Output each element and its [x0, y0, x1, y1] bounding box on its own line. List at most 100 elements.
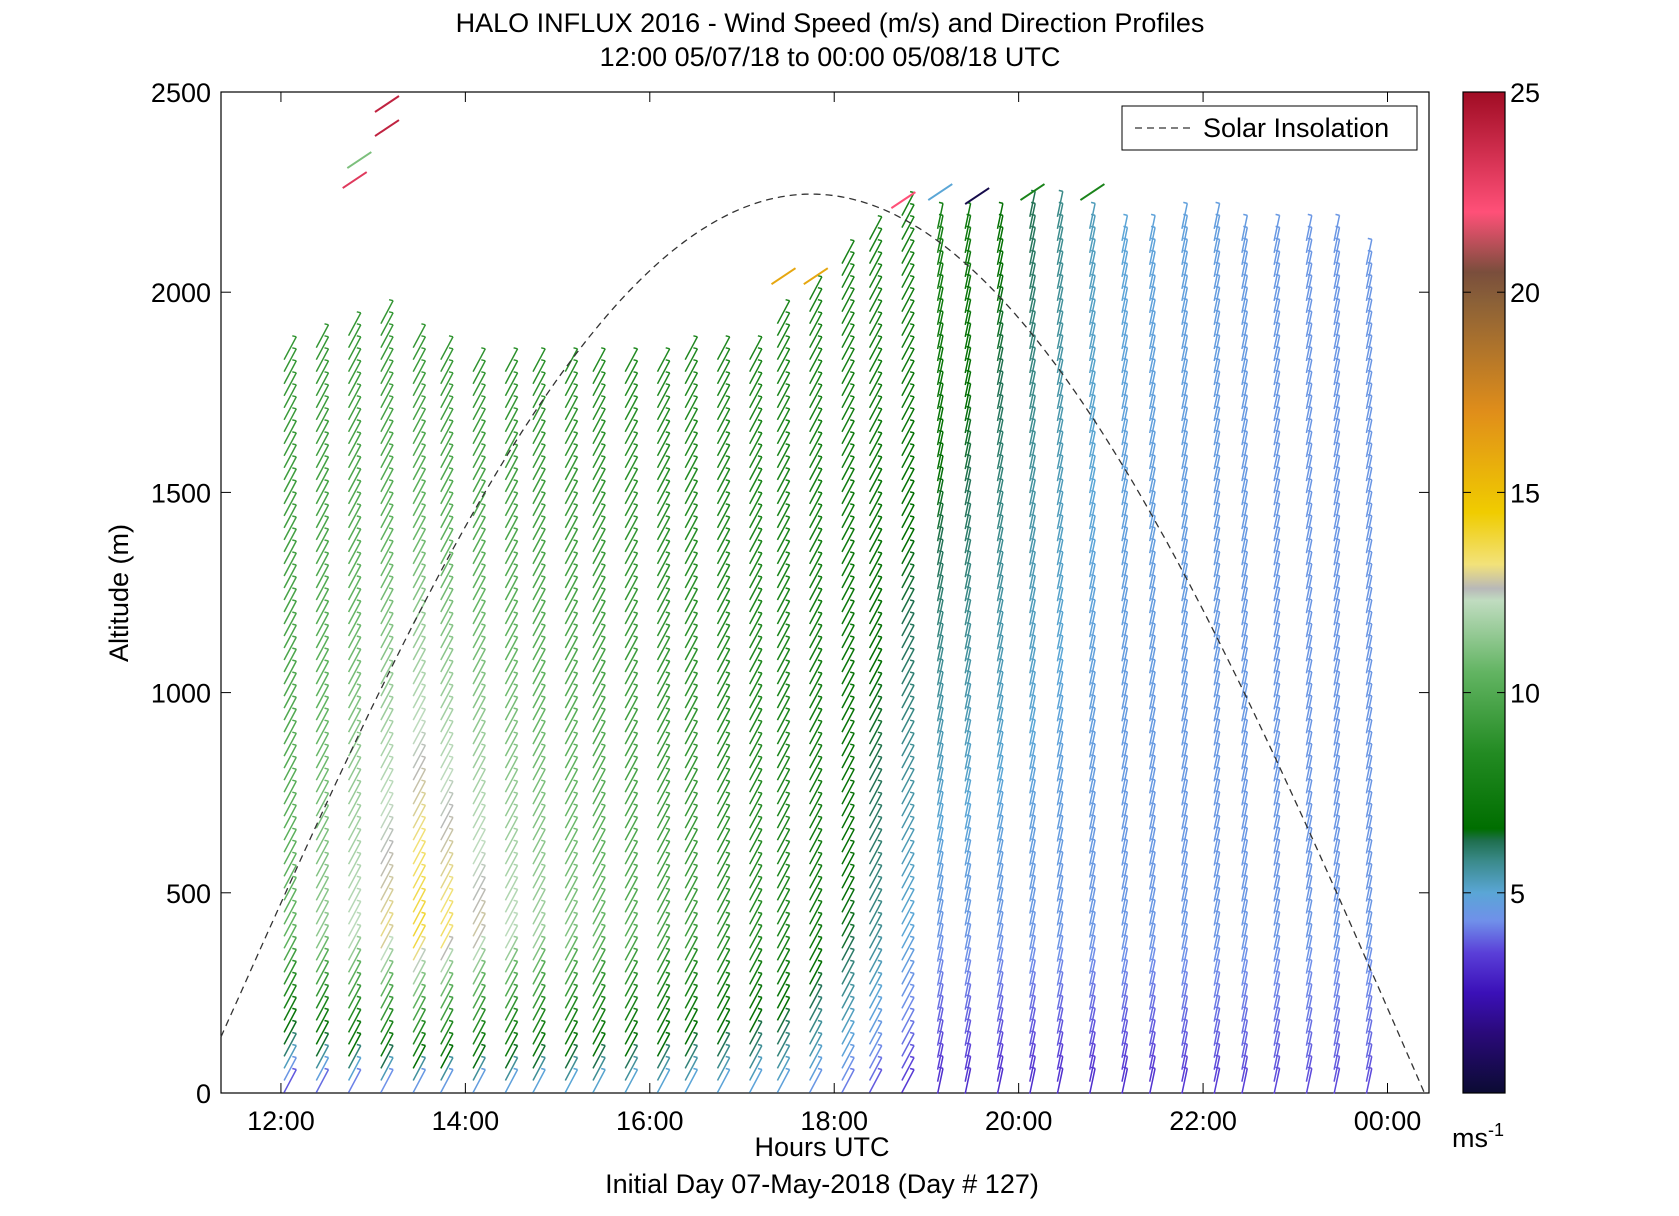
- wind-barb: [1333, 935, 1341, 962]
- wind-barb: [1121, 815, 1129, 842]
- wind-barb: [504, 852, 519, 877]
- wind-barb-flag: [513, 671, 518, 674]
- wind-barb: [624, 600, 639, 625]
- wind-barb-flag: [513, 491, 518, 494]
- wind-barb: [656, 672, 671, 697]
- wind-barb: [1088, 251, 1096, 278]
- wind-barb: [440, 1009, 454, 1033]
- wind-barb-flag: [448, 1055, 454, 1059]
- wind-barb: [1213, 251, 1221, 278]
- wind-barb: [1029, 599, 1036, 626]
- wind-barb: [1121, 527, 1129, 554]
- wind-barb-flag: [573, 671, 578, 674]
- wind-barb-flag: [757, 467, 763, 470]
- wind-barb: [504, 612, 519, 637]
- wind-barb-flag: [725, 671, 730, 674]
- wind-barb: [1241, 899, 1249, 926]
- wind-barb: [624, 504, 639, 529]
- wind-barb: [592, 528, 606, 553]
- wind-barb: [964, 287, 972, 314]
- wind-barb: [347, 432, 362, 457]
- wind-barb: [656, 913, 671, 937]
- wind-barb-flag: [292, 971, 297, 975]
- wind-barb: [901, 408, 915, 433]
- wind-barb: [1213, 287, 1221, 314]
- wind-barb: [1273, 263, 1281, 290]
- wind-barb: [1029, 887, 1036, 914]
- wind-barb: [1029, 779, 1036, 806]
- wind-barb: [1305, 815, 1313, 842]
- wind-barb: [504, 684, 519, 709]
- wind-barb: [532, 816, 546, 841]
- wind-barb: [841, 384, 855, 409]
- wind-barb-flag: [513, 767, 518, 770]
- wind-barb-flag: [817, 971, 823, 975]
- wind-barb-isolated: [346, 151, 372, 169]
- wind-barb: [1365, 1056, 1373, 1082]
- wind-barb-flag: [292, 551, 297, 554]
- wind-barb-flag: [877, 371, 882, 374]
- wind-barb: [716, 444, 731, 469]
- wind-barb: [684, 516, 699, 541]
- wind-barb-flag: [421, 671, 426, 674]
- wind-barb-flag: [785, 875, 790, 879]
- wind-barb: [1181, 491, 1189, 518]
- wind-barb: [1213, 960, 1221, 986]
- wind-barb-flag: [388, 1043, 394, 1047]
- wind-barb: [964, 431, 972, 458]
- wind-barb: [472, 732, 486, 757]
- wind-barb: [996, 984, 1004, 1010]
- wind-barb-flag: [693, 875, 698, 879]
- wind-barb: [283, 540, 297, 565]
- wind-barb-flag: [877, 431, 882, 434]
- wind-barb: [964, 887, 972, 914]
- wind-barb: [749, 756, 763, 781]
- wind-barb: [315, 612, 330, 637]
- wind-barb: [1088, 839, 1096, 866]
- wind-barb: [624, 1045, 639, 1069]
- wind-barb-flag: [356, 731, 361, 734]
- wind-barb-flag: [324, 575, 329, 578]
- wind-barb: [1333, 767, 1341, 794]
- wind-barb: [1273, 383, 1281, 410]
- wind-barb-flag: [909, 635, 915, 638]
- wind-barb-flag: [573, 695, 578, 698]
- wind-barb: [1029, 791, 1036, 818]
- wind-barb: [380, 1033, 394, 1057]
- wind-barb: [1029, 527, 1036, 554]
- wind-barb: [1148, 851, 1156, 878]
- wind-barb-flag: [573, 803, 578, 806]
- wind-barb: [1305, 215, 1313, 242]
- wind-barb: [868, 672, 883, 697]
- wind-barb: [841, 240, 855, 264]
- wind-barb-flag: [573, 1031, 578, 1035]
- wind-barb: [1241, 923, 1249, 950]
- wind-barb: [1088, 875, 1096, 902]
- wind-barb-flag: [633, 923, 638, 927]
- wind-barb: [1121, 359, 1129, 386]
- wind-barb: [1148, 863, 1156, 890]
- wind-barb-flag: [513, 395, 518, 398]
- wind-barb: [532, 624, 546, 649]
- wind-barb: [936, 239, 944, 266]
- wind-barb: [684, 360, 699, 385]
- wind-barb: [1333, 215, 1341, 242]
- wind-barb: [315, 600, 330, 625]
- wind-barb: [412, 828, 427, 853]
- wind-barb: [1181, 227, 1189, 254]
- wind-barb-flag: [541, 431, 546, 434]
- wind-barb-flag: [633, 743, 638, 746]
- wind-barb: [684, 1009, 699, 1033]
- wind-barb: [964, 1056, 972, 1082]
- wind-barb-flag: [850, 479, 855, 482]
- wind-barb: [283, 420, 297, 445]
- wind-barb-flag: [693, 623, 698, 626]
- wind-barb: [1365, 239, 1373, 266]
- wind-barb: [1333, 419, 1341, 446]
- wind-barb-flag: [292, 803, 297, 806]
- wind-barb-flag: [693, 839, 698, 843]
- wind-barb: [749, 997, 763, 1021]
- wind-barb: [776, 504, 791, 529]
- wind-barb: [1305, 635, 1313, 662]
- wind-barb-flag: [817, 911, 823, 915]
